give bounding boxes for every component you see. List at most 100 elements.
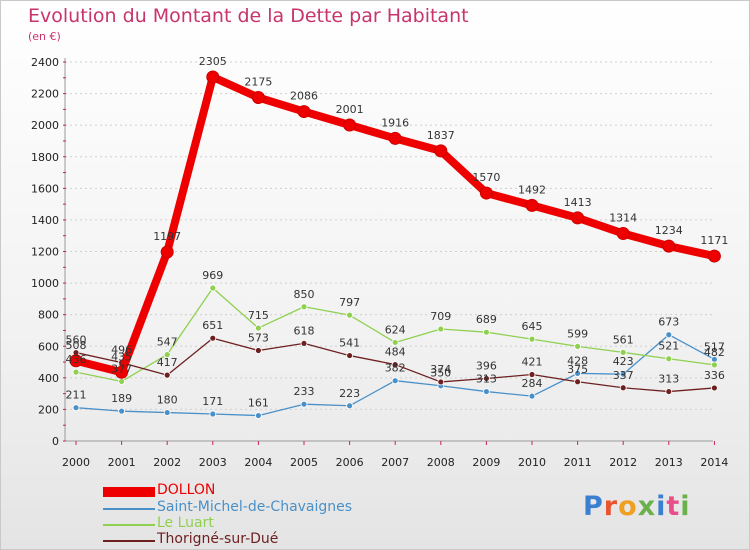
y-tick-label: 600 (38, 340, 59, 353)
x-tick-label: 2000 (62, 456, 90, 469)
data-label: 850 (294, 288, 315, 301)
data-label: 2086 (290, 90, 318, 103)
x-tick-label: 2012 (609, 456, 637, 469)
data-label: 1413 (564, 196, 592, 209)
data-point (206, 70, 220, 84)
data-label: 709 (430, 310, 451, 323)
data-label: 423 (613, 355, 634, 368)
legend-label: DOLLON (157, 482, 216, 498)
data-label: 421 (522, 356, 543, 369)
data-point (346, 402, 354, 410)
data-label: 374 (430, 363, 451, 376)
data-point (118, 407, 125, 415)
data-point (209, 334, 217, 342)
data-point (300, 303, 308, 311)
data-point (437, 325, 445, 333)
series-group (69, 70, 721, 419)
legend-label: Thorigné-sur-Dué (157, 531, 279, 547)
data-label: 396 (476, 359, 497, 372)
data-point (619, 384, 627, 392)
x-tick-label: 2009 (472, 456, 500, 469)
data-label: 645 (522, 320, 543, 333)
y-tick-label: 0 (52, 435, 59, 448)
data-point (69, 354, 83, 368)
data-point (665, 388, 673, 395)
data-label: 517 (704, 340, 725, 353)
y-tick-label: 1600 (31, 182, 59, 195)
data-label: 573 (248, 332, 269, 345)
y-tick-label: 800 (38, 309, 59, 322)
data-point (662, 239, 676, 253)
data-label: 797 (339, 296, 360, 309)
grid-lines (64, 58, 713, 442)
data-label: 599 (567, 327, 588, 340)
data-point (665, 331, 673, 339)
data-point (391, 339, 399, 346)
data-point (619, 370, 627, 378)
data-label: 651 (202, 319, 223, 332)
x-tick-label: 2005 (290, 456, 318, 469)
data-point (346, 311, 354, 319)
data-label: 375 (567, 363, 588, 376)
data-label: 377 (111, 362, 132, 375)
data-label: 482 (704, 346, 725, 359)
data-label: 1314 (609, 211, 637, 224)
data-point (209, 410, 217, 418)
data-label: 2305 (199, 55, 227, 68)
data-point (437, 378, 445, 386)
y-tick-label: 2200 (31, 88, 59, 101)
data-label: 337 (613, 369, 634, 382)
data-point (163, 351, 171, 359)
x-tick-label: 2002 (153, 456, 181, 469)
data-point (528, 392, 536, 400)
x-tick-label: 2010 (518, 456, 546, 469)
y-axis-ticks: 0 200 400 600 800 1000 1200 1400 1600 1800 2000 220… (31, 56, 66, 448)
data-label: 161 (248, 397, 269, 410)
data-label: 618 (294, 324, 315, 337)
data-point (209, 284, 217, 292)
data-point (711, 384, 718, 392)
data-point (115, 365, 129, 379)
data-point (72, 368, 80, 376)
data-label: 715 (248, 309, 269, 322)
x-tick-label: 2001 (108, 456, 136, 469)
chart-title: Evolution du Montant de la Dette par Hab… (28, 5, 469, 27)
x-tick-label: 2011 (564, 456, 592, 469)
data-point (574, 378, 581, 386)
data-label: 673 (658, 316, 679, 329)
data-point (300, 400, 308, 408)
data-point (616, 226, 630, 240)
data-label: 336 (704, 369, 725, 382)
data-label: 560 (66, 334, 87, 347)
data-point (160, 245, 174, 259)
data-point (665, 355, 673, 363)
data-point (346, 352, 354, 359)
x-tick-label: 2003 (199, 456, 227, 469)
x-tick-label: 2014 (700, 456, 728, 469)
legend-label: Saint-Michel-de-Chavaignes (157, 499, 353, 515)
y-tick-label: 200 (38, 403, 59, 416)
data-point (254, 324, 262, 332)
data-label: 350 (430, 367, 451, 380)
data-point (619, 349, 627, 356)
data-point (528, 335, 536, 343)
data-label: 428 (567, 354, 588, 367)
data-point (388, 131, 402, 145)
proxiti-logo: Proxiti (583, 491, 691, 522)
x-tick-label: 2004 (244, 456, 272, 469)
x-tick-label: 2007 (381, 456, 409, 469)
data-label: 547 (157, 336, 178, 349)
data-point (574, 343, 581, 350)
data-label: 496 (111, 344, 132, 357)
y-tick-label: 400 (38, 372, 59, 385)
legend-swatch (103, 540, 155, 542)
data-point (343, 118, 357, 132)
legend-swatch (103, 524, 155, 526)
data-point (711, 361, 718, 369)
data-label: 313 (658, 373, 679, 386)
data-label: 689 (476, 313, 497, 326)
data-label: 233 (294, 385, 315, 398)
data-point (707, 249, 721, 263)
y-tick-label: 1000 (31, 277, 59, 290)
